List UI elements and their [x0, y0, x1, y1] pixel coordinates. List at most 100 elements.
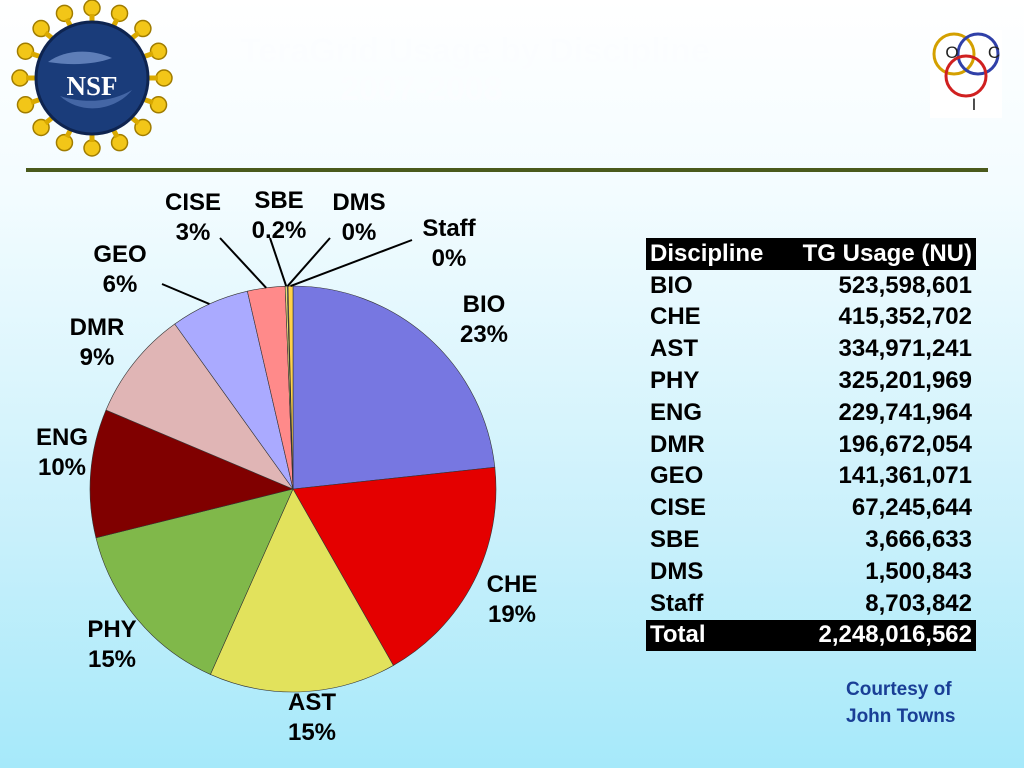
- table-cell-usage: 67,245,644: [851, 494, 972, 522]
- table-row: AST 334,971,241: [646, 333, 976, 365]
- leader-line-geo: [161, 283, 210, 305]
- table-cell-discipline: BIO: [650, 271, 693, 299]
- table-cell-discipline: GEO: [650, 462, 704, 490]
- pie-leader-lines: [161, 237, 413, 305]
- nsf-logo-spoke: [30, 51, 42, 59]
- nsf-logo-spoke: [130, 30, 141, 41]
- nsf-logo-ray: [155, 69, 173, 87]
- pie-slice-phy: [95, 488, 294, 675]
- table-cell-discipline: DMS: [650, 557, 704, 585]
- slide-title: TeraGrid Usage by Discipline: [240, 32, 710, 70]
- table-total-row: Total 2,248,016,562: [646, 619, 976, 652]
- table-cell-usage: 229,741,964: [838, 398, 972, 426]
- nsf-logo-ray: [16, 96, 35, 114]
- pie-label-bio: BIO 23%: [460, 291, 508, 348]
- table-total-value: 2,248,016,562: [780, 619, 976, 652]
- nsf-logo-text: NSF: [66, 71, 117, 101]
- title-divider: [26, 168, 988, 172]
- nsf-logo-ray: [134, 19, 152, 38]
- nsf-logo-ray: [110, 4, 129, 23]
- table-cell-usage: 415,352,702: [838, 303, 972, 331]
- nsf-logo-ray: [83, 139, 101, 157]
- table-cell-discipline: CHE: [650, 303, 701, 331]
- oci-logo-letter-i: I: [972, 95, 977, 114]
- nsf-logo-spoke: [43, 30, 54, 41]
- table-total-label: Total: [646, 619, 781, 652]
- credit-line-2: John Towns: [846, 706, 956, 727]
- oci-logo: O C I: [930, 30, 1002, 118]
- nsf-logo-ray: [16, 42, 35, 60]
- pie-slice-ast: [210, 488, 394, 693]
- oci-logo-letter-c: C: [988, 43, 1000, 62]
- leader-line-sbe: [269, 237, 288, 287]
- nsf-logo-ray: [55, 4, 74, 23]
- usage-table: Discipline TG Usage (NU) BIO 523,598,601 …: [646, 238, 976, 652]
- pie-label-ast: AST 15%: [288, 689, 336, 746]
- table-cell-usage: 141,361,071: [838, 462, 972, 490]
- table-row: DMR 196,672,054: [646, 429, 976, 461]
- nsf-logo-spoke: [142, 97, 154, 105]
- pie-label-dmr: DMR 9%: [70, 314, 125, 371]
- leader-line-cise: [219, 237, 267, 289]
- table-row: PHY 325,201,969: [646, 365, 976, 397]
- table-row: SBE 3,666,633: [646, 524, 976, 556]
- pie-slices: [89, 285, 497, 693]
- table-cell-discipline: DMR: [650, 430, 705, 458]
- table-row: CHE 415,352,702: [646, 302, 976, 334]
- table-cell-usage: 8,703,842: [865, 589, 972, 617]
- pie-label-eng: ENG 10%: [36, 424, 88, 481]
- credit-line-1: Courtesy of: [846, 679, 952, 700]
- nsf-logo-ray: [32, 118, 50, 137]
- column-header-discipline: Discipline: [646, 238, 781, 270]
- table-row: GEO 141,361,071: [646, 461, 976, 493]
- table-cell-usage: 1,500,843: [865, 557, 972, 585]
- table-row: ENG 229,741,964: [646, 397, 976, 429]
- nsf-logo-ray: [55, 133, 74, 152]
- pie-slice-che: [292, 466, 497, 666]
- nsf-logo-ray: [11, 69, 29, 87]
- table-cell-discipline: Staff: [650, 589, 704, 617]
- pie-label-sbe: SBE 0.2%: [252, 187, 307, 244]
- table-cell-discipline: PHY: [650, 367, 700, 395]
- credit-note: Courtesy of John Towns: [846, 676, 955, 730]
- pie-label-che: CHE 19%: [487, 571, 538, 628]
- nsf-logo-ray: [149, 42, 168, 60]
- nsf-logo-spoke: [142, 51, 154, 59]
- nsf-logo-ray: [134, 118, 152, 137]
- table-cell-usage: 196,672,054: [838, 430, 972, 458]
- nsf-logo-ray: [32, 19, 50, 38]
- nsf-logo-ray: [83, 0, 101, 17]
- pie-labels: BIO 23% CHE 19% AST 15% PHY 15% ENG 10% DMR 9% GEO 6%…: [36, 187, 537, 746]
- table-row: Staff 8,703,842: [646, 588, 976, 620]
- pie-chart: BIO 23% CHE 19% AST 15% PHY 15% ENG 10% DMR 9% GEO 6%…: [36, 187, 537, 746]
- table-row: BIO 523,598,601: [646, 270, 976, 302]
- nsf-logo-ray: [149, 96, 168, 114]
- table-row: CISE 67,245,644: [646, 492, 976, 524]
- leader-line-staff: [290, 239, 413, 287]
- column-header-usage: TG Usage (NU): [780, 238, 976, 270]
- nsf-logo-spoke: [43, 115, 54, 126]
- pie-label-dms: DMS 0%: [332, 189, 385, 246]
- nsf-logo-ray: [110, 133, 129, 152]
- pie-slice-bio: [292, 285, 496, 490]
- table-cell-usage: 325,201,969: [838, 367, 972, 395]
- slide-subtitle: 2007-2008: [340, 70, 503, 108]
- table-cell-discipline: CISE: [650, 494, 707, 522]
- nsf-logo-rays: [11, 0, 173, 157]
- table-row: DMS 1,500,843: [646, 556, 976, 588]
- table-cell-usage: 523,598,601: [838, 271, 972, 299]
- table-cell-discipline: AST: [650, 335, 698, 363]
- pie-slice-eng: [89, 409, 294, 539]
- table-cell-usage: 334,971,241: [838, 335, 972, 363]
- table-cell-usage: 3,666,633: [865, 526, 972, 554]
- pie-label-cise: CISE 3%: [165, 189, 221, 246]
- table-cell-discipline: ENG: [650, 398, 703, 426]
- pie-label-phy: PHY 15%: [87, 616, 136, 673]
- nsf-logo: NSF: [11, 0, 173, 157]
- pie-label-geo: GEO 6%: [93, 241, 146, 298]
- pie-slice-dmr: [105, 323, 294, 490]
- table-header-row: Discipline TG Usage (NU): [646, 238, 976, 270]
- nsf-logo-spoke: [130, 115, 141, 126]
- oci-logo-letter-o: O: [945, 43, 958, 62]
- pie-label-staff: Staff 0%: [422, 215, 476, 272]
